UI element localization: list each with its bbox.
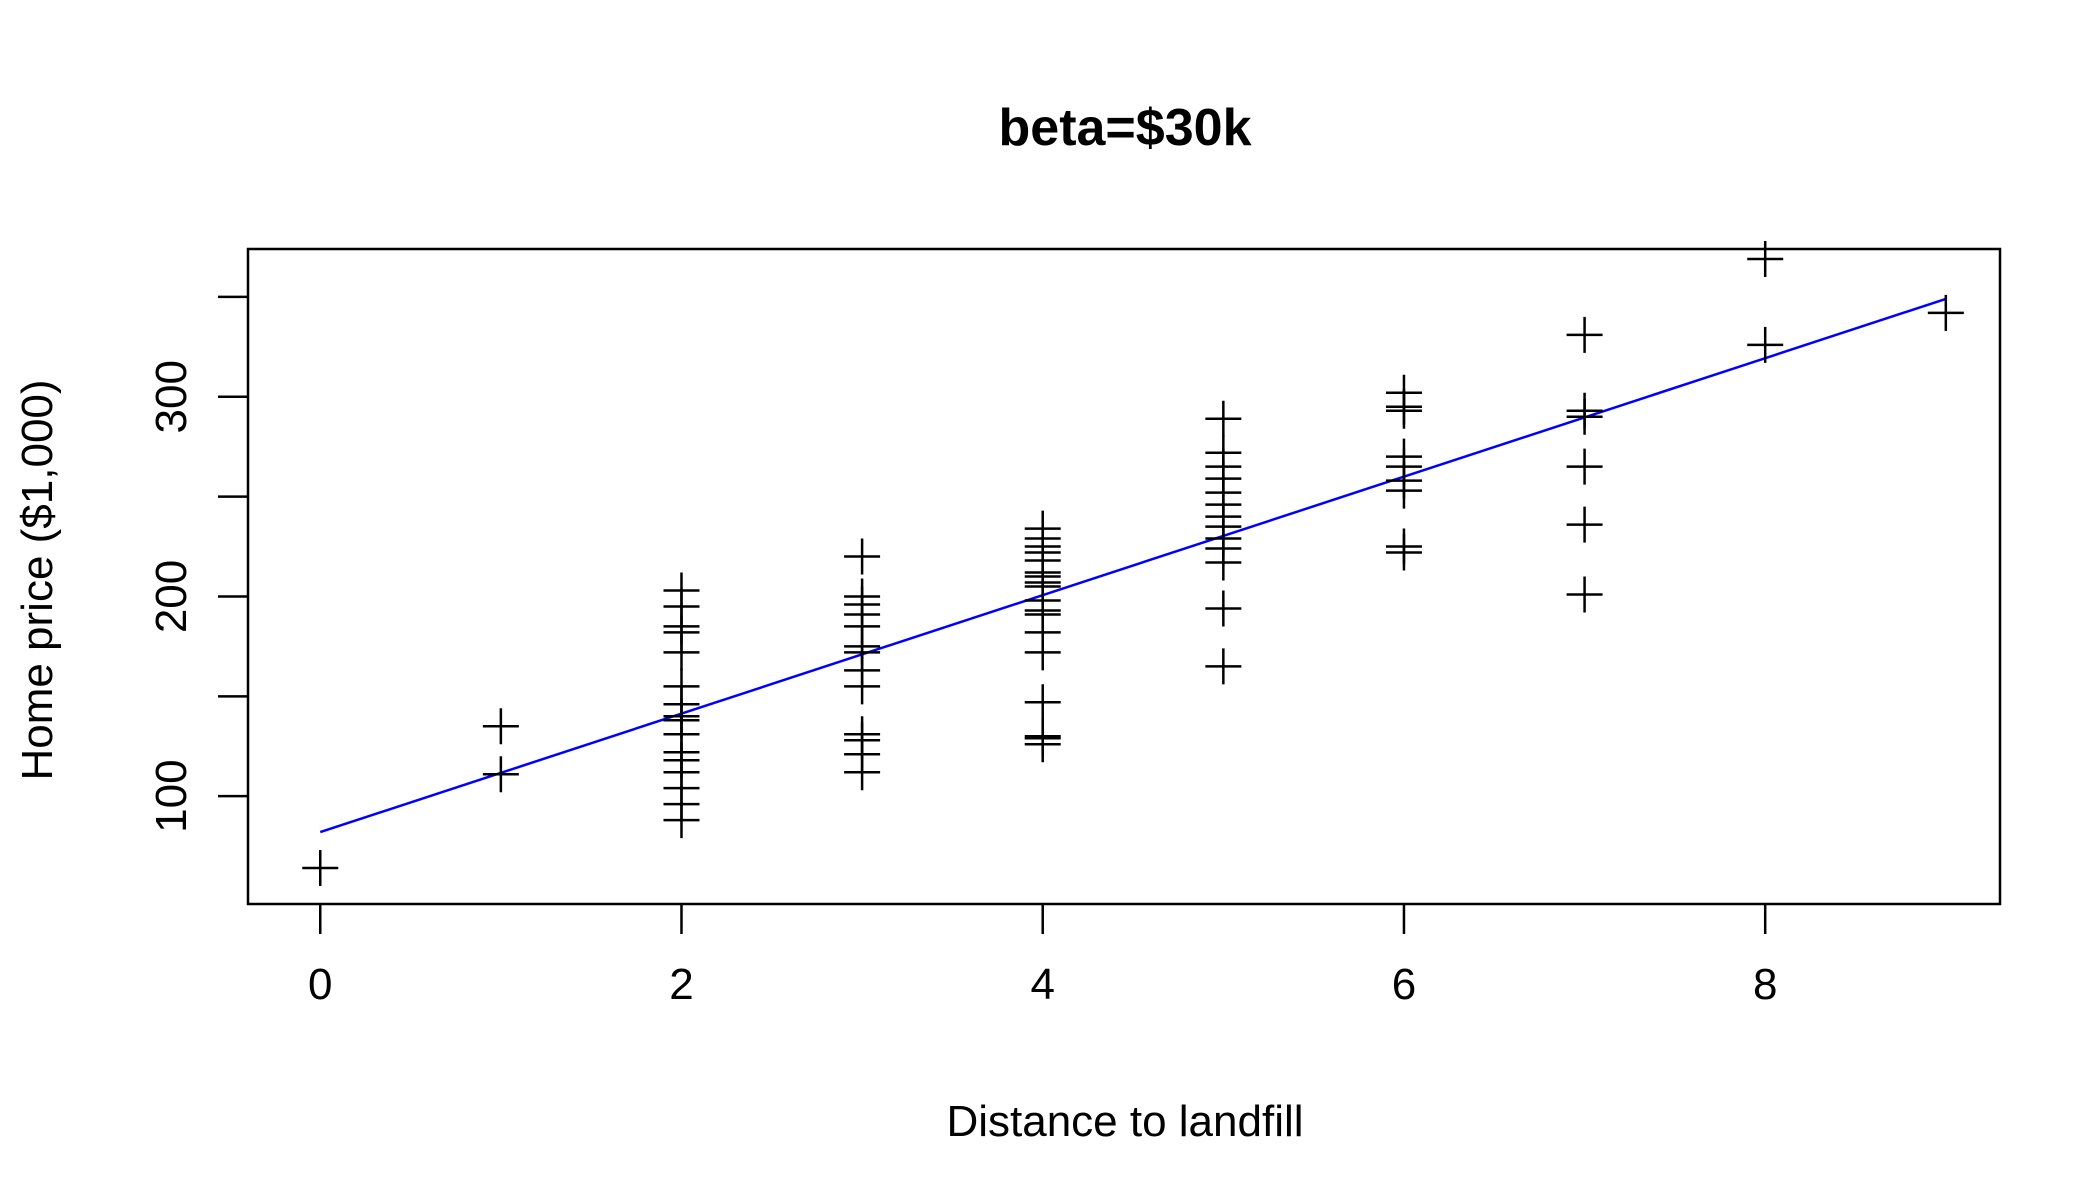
points-layer	[302, 240, 1964, 887]
x-tick-label: 2	[669, 960, 693, 1009]
data-point	[1566, 576, 1603, 613]
data-point	[844, 578, 881, 615]
y-tick-label: 100	[147, 759, 196, 832]
data-point	[1566, 506, 1603, 543]
data-point	[1747, 326, 1784, 363]
data-point	[482, 756, 519, 793]
data-point	[1385, 374, 1422, 411]
data-point	[1566, 316, 1603, 353]
fit-line-layer	[319, 297, 1947, 834]
fit-line	[319, 297, 1947, 834]
data-point	[1024, 718, 1061, 755]
x-tick-label: 4	[1030, 960, 1054, 1009]
data-point	[1205, 434, 1242, 471]
y-axis-label: Home price ($1,000)	[13, 379, 62, 780]
data-point	[1024, 510, 1061, 547]
x-tick-label: 0	[308, 960, 332, 1009]
y-axis: 100 200 300	[147, 295, 248, 833]
data-point	[1385, 438, 1422, 475]
data-point	[302, 850, 339, 887]
data-point	[1385, 528, 1422, 565]
data-point	[1205, 590, 1242, 627]
data-point	[1205, 648, 1242, 685]
data-point	[1566, 448, 1603, 485]
data-point	[1205, 400, 1242, 437]
plot-frame	[246, 247, 2002, 906]
data-point	[482, 708, 519, 745]
y-tick-label: 200	[147, 560, 196, 633]
data-point	[1566, 392, 1603, 429]
data-point	[844, 716, 881, 753]
x-axis-label: Distance to landfill	[946, 1097, 1303, 1146]
y-tick-label: 300	[147, 360, 196, 433]
data-point	[1927, 294, 1964, 331]
x-tick-label: 8	[1753, 960, 1777, 1009]
x-tick-label: 6	[1392, 960, 1416, 1009]
data-point	[844, 538, 881, 575]
x-axis: 0 2 4 6 8	[308, 904, 1777, 1009]
data-point	[663, 572, 700, 609]
data-point	[663, 668, 700, 705]
data-point	[1747, 240, 1784, 277]
data-point	[1024, 684, 1061, 721]
chart-title: beta=$30k	[999, 99, 1252, 157]
